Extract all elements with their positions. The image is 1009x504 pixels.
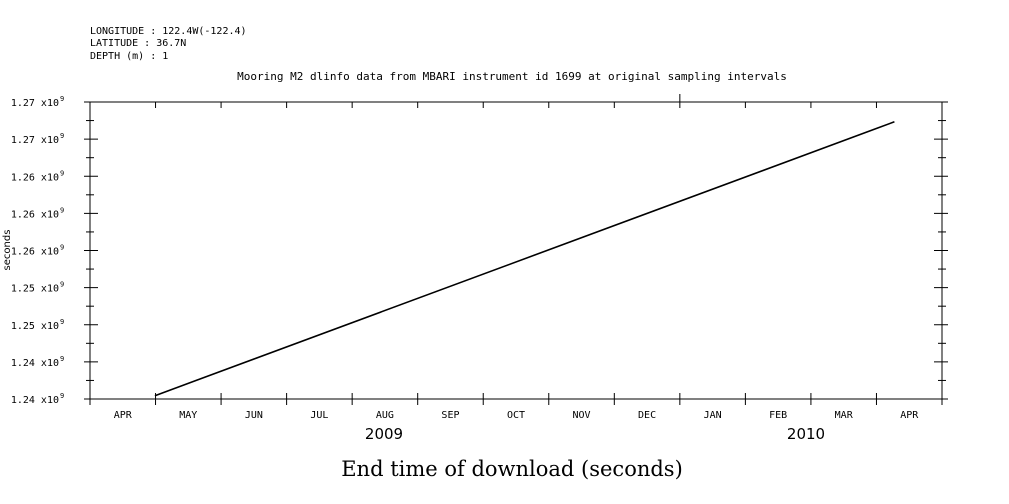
x-tick-label: MAY: [179, 410, 197, 421]
y-tick-label: 1.24 x10: [11, 395, 59, 406]
year-label-2009: 2009: [365, 425, 403, 443]
y-tick-label: 1.26 x10: [11, 172, 59, 183]
y-tick-exponent: 9: [60, 281, 64, 289]
x-tick-label: AUG: [376, 410, 394, 421]
y-tick-label: 1.25 x10: [11, 321, 59, 332]
y-tick-exponent: 9: [60, 95, 64, 103]
latitude-label: LATITUDE : 36.7N: [90, 38, 186, 49]
x-tick-label: JAN: [704, 410, 722, 421]
y-tick-label: 1.27 x10: [11, 98, 59, 109]
y-tick-exponent: 9: [60, 318, 64, 326]
series-layer: [154, 121, 895, 397]
year-label-2010: 2010: [787, 425, 825, 443]
y-tick-exponent: 9: [60, 169, 64, 177]
x-tick-label: JUL: [310, 410, 328, 421]
x-tick-label: NOV: [573, 410, 591, 421]
y-tick-label: 1.24 x10: [11, 358, 59, 369]
y-tick-label: 1.25 x10: [11, 284, 59, 295]
plot-frame: [89, 101, 943, 400]
y-tick-label: 1.26 x10: [11, 209, 59, 220]
x-tick-label: JUN: [245, 410, 263, 421]
x-tick-label: SEP: [441, 410, 459, 421]
x-tick-label: MAR: [835, 410, 854, 421]
y-tick-label: 1.26 x10: [11, 247, 59, 258]
depth-label: DEPTH (m) : 1: [90, 51, 168, 62]
y-tick-exponent: 9: [60, 392, 64, 400]
x-axis-label: End time of download (seconds): [341, 457, 683, 481]
y-axis: 1.24 x10 91.24 x10 91.25 x10 91.25 x10 91.26…: [11, 95, 948, 406]
x-tick-label: FEB: [769, 410, 787, 421]
x-tick-label: APR: [900, 410, 919, 421]
chart-title: Mooring M2 dlinfo data from MBARI instru…: [237, 70, 787, 83]
y-tick-label: 1.27 x10: [11, 135, 59, 146]
y-axis-label: seconds: [2, 230, 13, 271]
series-line: [154, 121, 895, 397]
y-tick-exponent: 9: [60, 206, 64, 214]
x-axis: APR MAY JUN JUL AUG SEP OCT NOV DEC JAN FEB MAR APR: [89, 94, 943, 421]
longitude-label: LONGITUDE : 122.4W(-122.4): [90, 26, 247, 37]
y-tick-exponent: 9: [60, 355, 64, 363]
x-tick-label: DEC: [638, 410, 656, 421]
x-tick-label: OCT: [507, 410, 525, 421]
y-tick-exponent: 9: [60, 132, 64, 140]
x-tick-label: APR: [114, 410, 133, 421]
y-tick-exponent: 9: [60, 244, 64, 252]
